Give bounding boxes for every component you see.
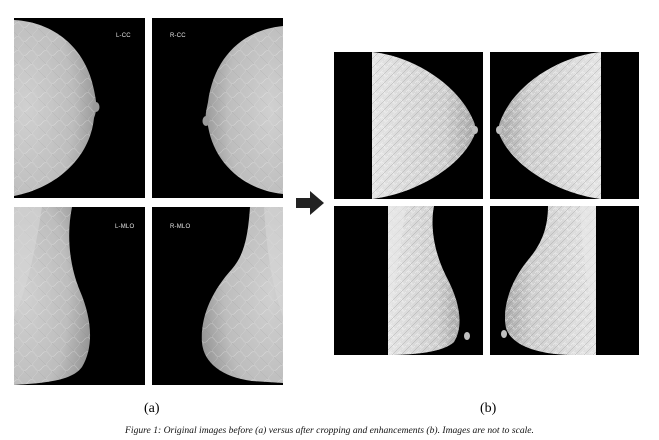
subfigure-label-a: (a) bbox=[144, 401, 160, 416]
mammogram-r-cc-enhanced bbox=[490, 52, 639, 199]
mammogram-r-mlo-original: R-MLO bbox=[152, 207, 283, 385]
mammogram-l-cc-enhanced bbox=[334, 52, 483, 199]
right-arrow-icon bbox=[296, 191, 324, 215]
view-label: L-MLO bbox=[115, 224, 135, 230]
view-label: L-CC bbox=[116, 33, 131, 39]
mammogram-l-mlo-original: L-MLO bbox=[14, 207, 145, 385]
view-label: R-CC bbox=[170, 33, 186, 39]
mammogram-l-mlo-enhanced bbox=[334, 206, 483, 355]
view-label: R-MLO bbox=[170, 224, 191, 230]
subfigure-label-b: (b) bbox=[480, 401, 497, 416]
mammogram-r-mlo-enhanced bbox=[490, 206, 639, 355]
figure-caption: Figure 1: Original images before (a) ver… bbox=[125, 425, 534, 436]
mammogram-l-cc-original: L-CC bbox=[14, 18, 145, 198]
mammogram-r-cc-original: R-CC bbox=[152, 18, 283, 198]
